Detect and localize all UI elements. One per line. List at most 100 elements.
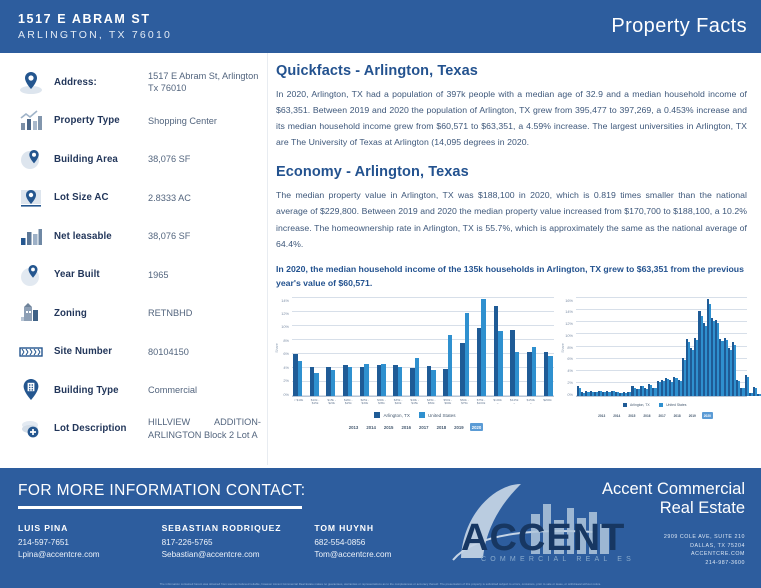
year-option-2013[interactable]: 2013 xyxy=(348,424,359,430)
brand-name: Accent Commercial Real Estate xyxy=(435,480,761,519)
fact-label: Building Area xyxy=(54,153,118,165)
chart-left-plot-area xyxy=(292,296,554,397)
bar-group xyxy=(648,299,653,396)
year-option-2018[interactable]: 2018 xyxy=(436,424,447,430)
gridline xyxy=(292,324,554,326)
bar-group xyxy=(610,299,615,396)
company-website[interactable]: ACCENTCRE.COM xyxy=(691,551,745,558)
year-option-2020[interactable]: 2020 xyxy=(469,423,484,432)
year-option-2016[interactable]: 2016 xyxy=(643,413,651,418)
bar xyxy=(610,390,613,396)
year-option-2019[interactable]: 2019 xyxy=(454,424,464,430)
bar xyxy=(431,370,436,396)
year-option-2018[interactable]: 2018 xyxy=(673,413,681,418)
year-option-2015[interactable]: 2015 xyxy=(383,424,394,430)
fact-value-line2: ARLINGTON Block 2 Lot A xyxy=(148,429,258,440)
bar-group xyxy=(393,299,403,396)
bar xyxy=(673,376,676,396)
y-axis-tick: 10% xyxy=(281,324,289,330)
year-option-2016[interactable]: 2016 xyxy=(401,424,411,430)
gridline xyxy=(576,357,747,359)
contact-card: LUIS PINA 214-597-7651 Lpina@accentcre.c… xyxy=(18,523,162,562)
bar xyxy=(623,391,626,396)
year-option-2014[interactable]: 2014 xyxy=(366,424,376,430)
contact-email[interactable]: Lpina@accentcre.com xyxy=(18,550,100,560)
bar-group xyxy=(493,299,503,396)
bar-group xyxy=(702,299,707,396)
contact-email[interactable]: Sebastian@accentcre.com xyxy=(161,550,260,560)
bar-group xyxy=(644,299,649,396)
bar xyxy=(633,387,636,396)
bar-group xyxy=(581,299,586,396)
year-option-2017[interactable]: 2017 xyxy=(658,413,666,418)
bar xyxy=(381,364,386,396)
bar xyxy=(591,391,594,396)
company-address-line1: 2909 COLE AVE, SUITE 210 xyxy=(663,533,745,540)
svg-text:ACCENT: ACCENT xyxy=(461,517,625,559)
bar xyxy=(721,341,724,396)
chart-right-year-selector[interactable]: 2013 2014 2015 2016 2017 2018 2019 2020 xyxy=(562,412,747,420)
legend-swatch-icon xyxy=(418,412,425,419)
year-option-2020[interactable]: 2020 xyxy=(701,412,713,420)
bar xyxy=(675,377,678,396)
legend-item-arlington: Arlington, TX xyxy=(374,412,410,419)
bar-group xyxy=(727,299,732,396)
year-pin-icon xyxy=(14,260,48,290)
x-axis-tick: $100k ~ xyxy=(493,397,502,406)
year-option-2013[interactable]: 2013 xyxy=(598,413,606,418)
bar xyxy=(725,340,728,396)
footer-brand-section: ACCENT COMMERCIAL REAL ESTATE Accent Com… xyxy=(435,468,761,588)
year-option-2015[interactable]: 2015 xyxy=(628,413,636,418)
bar xyxy=(527,352,532,396)
bar xyxy=(656,380,659,396)
year-option-2019[interactable]: 2019 xyxy=(688,413,696,418)
contact-card: TOM HUYNH 682-554-0856 Tom@accentcre.com xyxy=(314,523,435,562)
legend-item-arlington: Arlington, TX xyxy=(622,402,650,408)
bar xyxy=(397,366,403,396)
bar xyxy=(514,352,520,396)
bar xyxy=(460,343,465,396)
bar xyxy=(326,366,331,396)
brand-name-line1: Accent Commercial xyxy=(601,480,745,498)
bar xyxy=(717,323,720,396)
year-option-2014[interactable]: 2014 xyxy=(613,413,621,418)
chart-caption: In 2020, the median household income of … xyxy=(276,263,744,288)
fact-label: Year Built xyxy=(54,269,100,281)
lot-pin-icon xyxy=(14,183,48,213)
bar-group xyxy=(577,299,582,396)
bar xyxy=(543,352,549,396)
year-option-2017[interactable]: 2017 xyxy=(419,424,429,430)
chart-left-y-axis: Share 14% 12% 10% 8% 6% 4% 2% 0% xyxy=(275,298,292,397)
bar xyxy=(359,366,365,396)
contact-phone[interactable]: 817-226-5765 xyxy=(161,538,213,547)
chart-left-year-selector[interactable]: 2013 2014 2015 2016 2017 2018 2019 2020 xyxy=(276,423,554,432)
bar xyxy=(410,367,415,396)
company-address-line2: DALLAS, TX 75204 xyxy=(690,542,745,549)
bar xyxy=(708,303,711,396)
contact-phone[interactable]: 214-597-7651 xyxy=(18,538,69,547)
bar xyxy=(629,391,632,396)
bar xyxy=(690,347,693,396)
bar-group xyxy=(343,299,353,396)
bar xyxy=(635,388,638,396)
bar xyxy=(706,298,709,396)
fact-row-address: Address: 1517 E Abram St, Arlington Tx 7… xyxy=(14,63,261,102)
bar xyxy=(752,387,755,396)
bar-group xyxy=(593,299,598,396)
bar xyxy=(719,338,722,396)
company-phone[interactable]: 214-987-3600 xyxy=(705,560,745,567)
fact-value: Commercial xyxy=(148,385,198,396)
bar xyxy=(347,366,353,396)
bar-group xyxy=(715,299,720,396)
fact-value-line2: Tx 76010 xyxy=(148,83,187,94)
contact-phone[interactable]: 682-554-0856 xyxy=(314,538,366,547)
bar-group xyxy=(690,299,695,396)
bar-group xyxy=(623,299,628,396)
bar xyxy=(744,375,747,396)
x-axis-tick: $25k - $30k xyxy=(360,397,370,406)
bar-group xyxy=(685,299,691,396)
legend-label: Arlington, TX xyxy=(383,412,410,418)
contact-email[interactable]: Tom@accentcre.com xyxy=(314,550,392,560)
fact-value: HILLVIEW ADDITION- ARLINGTON Block 2 Lot… xyxy=(146,416,261,441)
bar-group xyxy=(543,299,553,396)
